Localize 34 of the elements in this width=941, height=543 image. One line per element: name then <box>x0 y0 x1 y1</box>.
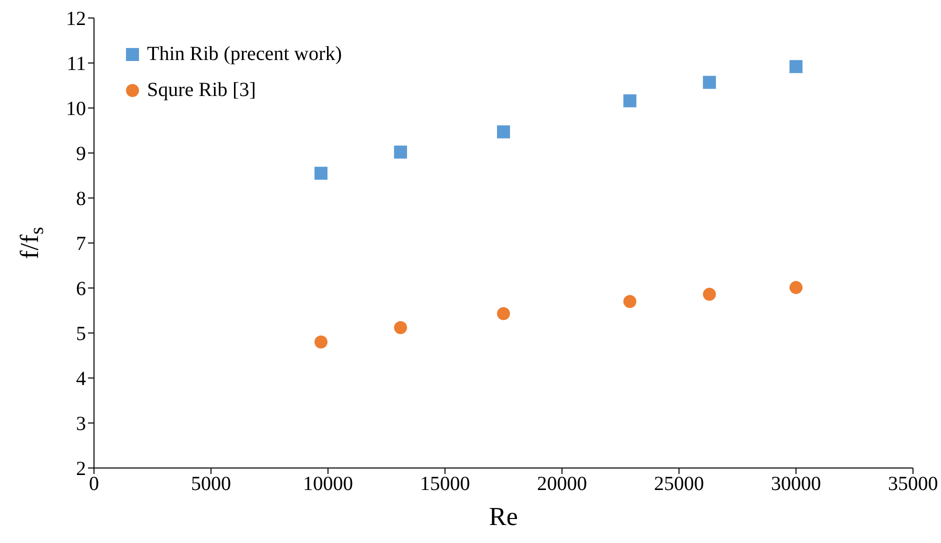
x-tick-label: 20000 <box>537 473 587 496</box>
point <box>497 307 510 320</box>
y-tick-label: 9 <box>76 143 86 166</box>
y-tick-label: 7 <box>76 233 86 256</box>
y-tick-label: 3 <box>76 413 86 436</box>
y-tick-label: 12 <box>66 8 86 30</box>
legend-label: Thin Rib (precent work) <box>147 42 342 67</box>
y-tick-label: 11 <box>66 53 86 76</box>
x-tick-label: 35000 <box>888 473 938 496</box>
x-tick-label: 15000 <box>420 473 470 496</box>
legend-label: Squre Rib [3] <box>147 78 256 103</box>
point <box>790 60 802 74</box>
point <box>702 76 716 89</box>
x-tick-label: 30000 <box>771 473 821 496</box>
x-tick-label: 5000 <box>191 473 231 496</box>
x-axis-title: Re <box>489 502 518 531</box>
y-tick-label: 10 <box>66 98 86 120</box>
point <box>497 125 510 138</box>
point <box>702 288 716 301</box>
point <box>314 166 328 180</box>
point <box>623 295 636 308</box>
y-tick-label: 4 <box>76 368 86 390</box>
y-tick-label: 2 <box>76 458 86 480</box>
y-tick-label: 8 <box>76 188 86 210</box>
x-tick-label: 10000 <box>303 473 353 496</box>
point <box>394 146 408 159</box>
y-tick-label: 6 <box>76 278 86 300</box>
x-tick-label: 0 <box>89 473 99 496</box>
point <box>394 321 408 334</box>
y-tick-label: 5 <box>76 323 86 346</box>
point <box>790 281 802 294</box>
point <box>623 94 636 108</box>
x-tick-label: 25000 <box>654 473 704 496</box>
point <box>314 336 328 348</box>
